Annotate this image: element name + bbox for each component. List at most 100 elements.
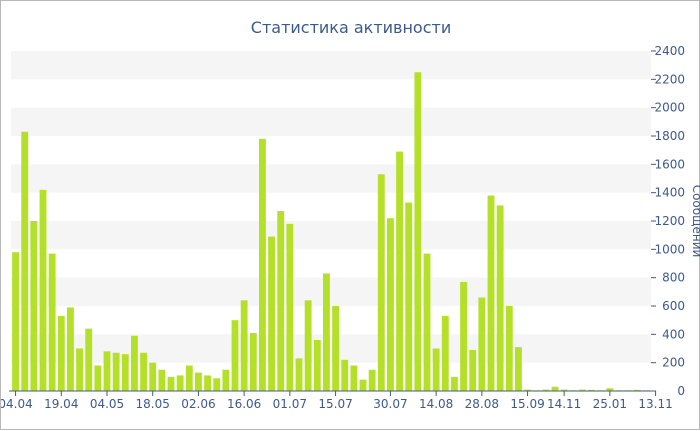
bar: [542, 389, 550, 391]
bar: [341, 359, 349, 391]
bar: [524, 389, 531, 391]
x-tick-label: 14.11: [547, 397, 581, 411]
x-tick-label: 02.06: [181, 397, 215, 411]
y-tick-label: 600: [662, 299, 685, 313]
bar: [469, 349, 477, 391]
y-tick-label: 800: [662, 271, 685, 285]
bar: [368, 369, 376, 391]
bar: [286, 223, 294, 391]
bar: [496, 205, 504, 391]
bar: [231, 320, 239, 391]
bar: [12, 252, 19, 391]
bar: [112, 352, 120, 391]
grid-bands: [11, 51, 651, 363]
x-tick-label: 14.08: [419, 397, 453, 411]
bar: [551, 386, 559, 391]
bar: [414, 72, 422, 391]
x-axis-ticks: 04.04 19.04 04.05 18.05 02.06 16.06 01.07 15.07…: [1, 391, 673, 411]
bar: [213, 378, 221, 391]
bar: [588, 389, 595, 391]
bar: [268, 236, 275, 391]
y-tick-label: 1800: [654, 129, 685, 143]
grid-band: [11, 221, 651, 250]
x-tick-label: 16.06: [227, 397, 261, 411]
bar: [633, 389, 641, 391]
bar: [423, 253, 431, 391]
bar: [359, 379, 367, 391]
y-tick-label: 400: [662, 327, 685, 341]
y-tick-label: 2200: [654, 72, 685, 86]
bar: [185, 365, 193, 391]
bar: [441, 315, 449, 391]
bars: [12, 72, 650, 391]
x-tick-label: 04.04: [1, 397, 33, 411]
bar: [76, 348, 83, 391]
bar: [103, 351, 111, 391]
bar: [505, 306, 513, 391]
bar: [39, 189, 47, 391]
bar: [332, 306, 339, 391]
bar: [158, 369, 166, 391]
bar: [478, 297, 486, 391]
bar: [131, 335, 138, 391]
y-tick-label: 1400: [654, 186, 685, 200]
bar: [304, 300, 312, 391]
bar: [313, 340, 321, 391]
y-axis-label: Сообщений: [690, 185, 700, 258]
x-tick-label: 18.05: [136, 397, 170, 411]
y-axis-ticks: 0 200 400 600 800 1000 1200 1400 1600 1800 2000 220…: [651, 44, 685, 398]
bar: [48, 253, 56, 391]
grid-band: [11, 107, 651, 136]
y-tick-label: 0: [677, 384, 685, 398]
bar: [222, 369, 230, 391]
bar: [487, 195, 495, 391]
grid-band: [11, 277, 651, 306]
y-tick-label: 2000: [654, 101, 685, 115]
y-tick-label: 1200: [654, 214, 685, 228]
bar: [377, 174, 385, 391]
bar: [57, 315, 65, 391]
bar: [515, 347, 522, 391]
bar: [259, 138, 266, 391]
bar: [149, 362, 157, 391]
bar: [94, 365, 102, 391]
y-tick-label: 1000: [654, 242, 685, 256]
bar: [140, 352, 147, 391]
bar: [405, 202, 413, 391]
bar: [451, 376, 458, 391]
x-tick-label: 25.01: [593, 397, 627, 411]
bar: [323, 273, 330, 391]
y-tick-label: 2400: [654, 44, 685, 58]
bar: [579, 389, 586, 391]
bar: [67, 307, 74, 391]
x-tick-label: 15.07: [318, 397, 352, 411]
y-tick-label: 200: [662, 356, 685, 370]
bar: [249, 332, 257, 391]
bar: [21, 131, 29, 391]
bar: [432, 348, 440, 391]
bar: [350, 365, 358, 391]
bar: [606, 388, 614, 391]
x-tick-label: 19.04: [44, 397, 78, 411]
bar: [387, 218, 394, 391]
bar: [204, 375, 211, 391]
bar: [560, 389, 568, 391]
x-tick-label: 13.11: [638, 397, 672, 411]
y-tick-label: 1600: [654, 157, 685, 171]
grid-band: [11, 164, 651, 193]
x-tick-label: 28.08: [465, 397, 499, 411]
bar: [176, 375, 184, 391]
bar: [240, 300, 248, 391]
bar: [460, 281, 467, 391]
bar: [396, 151, 403, 391]
bar: [85, 328, 93, 391]
x-tick-label: 01.07: [273, 397, 307, 411]
chart-title: Статистика активности: [251, 18, 451, 37]
bar: [277, 211, 285, 391]
x-tick-label: 04.05: [90, 397, 124, 411]
bar: [121, 354, 129, 391]
grid-band: [11, 51, 651, 80]
bar: [195, 372, 202, 391]
